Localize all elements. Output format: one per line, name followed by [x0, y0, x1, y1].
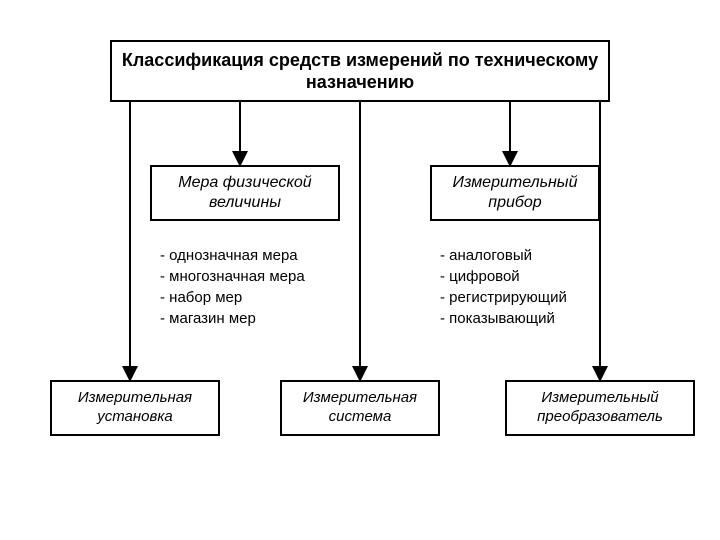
title-box: Классификация средств измерений по техни…: [110, 40, 610, 102]
list-left: однозначная мерамногозначная меранабор м…: [160, 245, 305, 329]
mid-left-text: Мера физической величины: [158, 173, 332, 213]
list-item: показывающий: [440, 308, 567, 329]
list-item: однозначная мера: [160, 245, 305, 266]
bottom-right-text: Измерительный преобразователь: [513, 389, 687, 427]
mid-right-box: Измерительный прибор: [430, 165, 600, 221]
bottom-center-text: Измерительная система: [288, 389, 432, 427]
list-item: регистрирующий: [440, 287, 567, 308]
list-item: аналоговый: [440, 245, 567, 266]
title-text: Классификация средств измерений по техни…: [118, 49, 602, 94]
bottom-center-box: Измерительная система: [280, 380, 440, 436]
list-item: набор мер: [160, 287, 305, 308]
diagram-canvas: Классификация средств измерений по техни…: [0, 0, 720, 540]
list-item: магазин мер: [160, 308, 305, 329]
bottom-right-box: Измерительный преобразователь: [505, 380, 695, 436]
list-item: многозначная мера: [160, 266, 305, 287]
list-right: аналоговыйцифровойрегистрирующийпоказыва…: [440, 245, 567, 329]
mid-left-box: Мера физической величины: [150, 165, 340, 221]
mid-right-text: Измерительный прибор: [438, 173, 592, 213]
list-item: цифровой: [440, 266, 567, 287]
bottom-left-box: Измерительная установка: [50, 380, 220, 436]
bottom-left-text: Измерительная установка: [58, 389, 212, 427]
